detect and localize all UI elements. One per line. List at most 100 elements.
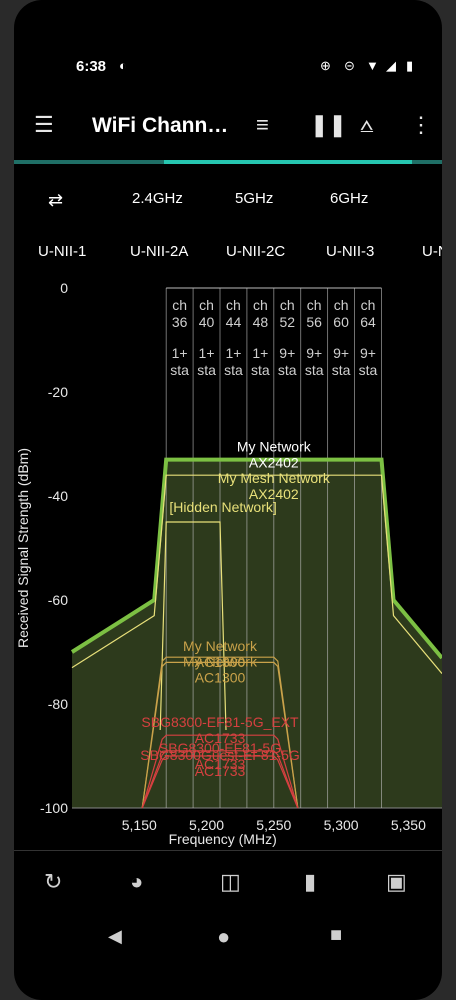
network-name-5: SBG8300-EF81-5G_EXT	[141, 714, 299, 730]
channel-label-0-0: ch	[172, 297, 187, 313]
network-line-7	[141, 755, 299, 809]
y-tick-4: -80	[48, 696, 68, 712]
channel-sta-6-0: 9+	[333, 345, 349, 361]
dnd-icon: ⊝	[344, 58, 355, 73]
channel-label-7-0: ch	[361, 297, 376, 313]
network-line-6	[141, 750, 299, 809]
channel-sta-4-1: sta	[278, 362, 297, 378]
channel-sta-1-0: 1+	[199, 345, 215, 361]
channel-sta-6-1: sta	[332, 362, 351, 378]
chart-text: ch361+stach401+stach441+stach481+stach52…	[15, 280, 426, 847]
channel-label-3-1: 48	[253, 314, 269, 330]
band-24ghz[interactable]: 2.4GHz	[132, 190, 183, 207]
network-line-1	[71, 474, 442, 674]
channel-label-2-0: ch	[226, 297, 241, 313]
app-bar: ☰ WiFi Chann… ≡ ❚❚ ⩟ ⋮	[14, 100, 442, 152]
more-vert-icon[interactable]: ⋮	[410, 112, 432, 137]
signal-icon: ◢	[386, 58, 396, 73]
subband-unii-1[interactable]: U-NII-1	[38, 243, 87, 260]
tab-indicator-track	[14, 160, 164, 164]
tab-indicator-track-right	[412, 160, 442, 164]
bottom-navigation: ↻ ◕ ◫ ▮ ▣	[14, 850, 442, 915]
pause-icon[interactable]: ❚❚	[310, 112, 347, 137]
nav-time-graph-icon[interactable]: ▮	[304, 869, 317, 894]
channel-sta-7-0: 9+	[360, 345, 376, 361]
x-tick-3: 5,300	[324, 817, 359, 833]
subband-unii-4-partial[interactable]: U-N	[422, 243, 442, 260]
channel-sta-4-0: 9+	[279, 345, 295, 361]
subband-selector: U-NII-1 U-NII-2A U-NII-2C U-NII-3 U-N	[14, 240, 442, 266]
data-saver-icon: ⊕	[320, 58, 331, 73]
network-sub-7: AC1733	[195, 763, 246, 779]
system-navigation: ◀ ● ■	[14, 920, 442, 960]
network-line-5	[141, 734, 299, 809]
network-fills	[72, 459, 442, 808]
channel-sta-1-1: sta	[197, 362, 216, 378]
network-line-4	[141, 661, 299, 809]
menu-icon[interactable]: ☰	[34, 112, 54, 137]
network-sub-0: AX2402	[249, 455, 299, 471]
notification-icon: ◐	[119, 58, 127, 73]
x-tick-1: 5,200	[189, 817, 224, 833]
channel-label-6-1: 60	[333, 314, 349, 330]
swap-icon[interactable]: ⇄	[48, 190, 64, 210]
network-name-6: SBG8300-EF81-5G	[159, 740, 281, 756]
nav-channel-rating-icon[interactable]: ◕	[130, 869, 144, 894]
nav-vendors-icon[interactable]: ▣	[386, 869, 407, 894]
band-selector: ⇄ 2.4GHz 5GHz 6GHz	[14, 186, 442, 216]
status-bar: 6:38 ◐ ⊕ ⊝ ▼ ◢ ▮	[14, 46, 442, 86]
recents-icon[interactable]: ■	[330, 924, 343, 946]
channel-label-5-1: 56	[306, 314, 322, 330]
app-title: WiFi Chann…	[92, 114, 229, 137]
channel-label-2-1: 44	[226, 314, 242, 330]
subband-unii-3[interactable]: U-NII-3	[326, 243, 375, 260]
channel-label-1-0: ch	[199, 297, 214, 313]
channel-label-3-0: ch	[253, 297, 268, 313]
network-line-3	[141, 656, 299, 809]
channel-label-0-1: 36	[172, 314, 188, 330]
y-tick-2: -40	[48, 488, 68, 504]
x-tick-0: 5,150	[122, 817, 157, 833]
home-icon[interactable]: ●	[217, 924, 231, 949]
tab-indicator-active	[164, 160, 412, 164]
channel-label-4-0: ch	[280, 297, 295, 313]
x-tick-2: 5,250	[256, 817, 291, 833]
subband-unii-2c[interactable]: U-NII-2C	[226, 243, 286, 260]
network-sub-5: AC1733	[195, 730, 246, 746]
network-name-4: My Network	[183, 653, 258, 669]
channel-sta-2-1: sta	[224, 362, 243, 378]
channel-sta-3-0: 1+	[252, 345, 268, 361]
area-fill-0	[72, 459, 442, 808]
channel-label-5-0: ch	[307, 297, 322, 313]
channel-graph: ch361+stach401+stach441+stach481+stach52…	[15, 280, 442, 847]
network-sub-3: AC1300	[195, 654, 246, 670]
network-lines	[70, 457, 442, 809]
channel-sta-0-0: 1+	[172, 345, 188, 361]
share-icon[interactable]: ⩟	[360, 112, 374, 137]
nav-access-points-icon[interactable]: ↻	[44, 869, 63, 894]
x-axis-label: Frequency (MHz)	[169, 831, 277, 847]
network-name-0: My Network	[237, 439, 312, 455]
y-tick-3: -60	[48, 592, 68, 608]
y-axis-label: Received Signal Strength (dBm)	[15, 448, 31, 648]
network-sub-6: AC1733	[195, 756, 246, 772]
network-name-1: My Mesh Network	[218, 470, 331, 486]
band-6ghz[interactable]: 6GHz	[330, 190, 369, 207]
status-time: 6:38	[76, 58, 107, 75]
network-sub-1: AX2402	[249, 486, 299, 502]
channel-sta-0-1: sta	[170, 362, 189, 378]
subband-unii-2a[interactable]: U-NII-2A	[130, 243, 189, 260]
back-icon[interactable]: ◀	[108, 926, 122, 946]
network-name-3: My Network	[183, 638, 258, 654]
channel-sta-7-1: sta	[359, 362, 378, 378]
channel-sta-5-1: sta	[305, 362, 324, 378]
phone-screen: 6:38 ◐ ⊕ ⊝ ▼ ◢ ▮ ☰ WiFi Chann… ≡ ❚❚ ⩟ ⋮ …	[14, 0, 442, 1000]
band-5ghz[interactable]: 5GHz	[235, 190, 274, 207]
channel-sta-5-0: 9+	[306, 345, 322, 361]
network-line-2	[159, 521, 227, 731]
network-sub-4: AC1300	[195, 669, 246, 685]
nav-channel-graph-icon[interactable]: ◫	[220, 869, 241, 894]
filter-icon[interactable]: ≡	[256, 112, 269, 137]
channel-sta-3-1: sta	[251, 362, 270, 378]
wifi-status-icon: ▼	[366, 58, 379, 73]
